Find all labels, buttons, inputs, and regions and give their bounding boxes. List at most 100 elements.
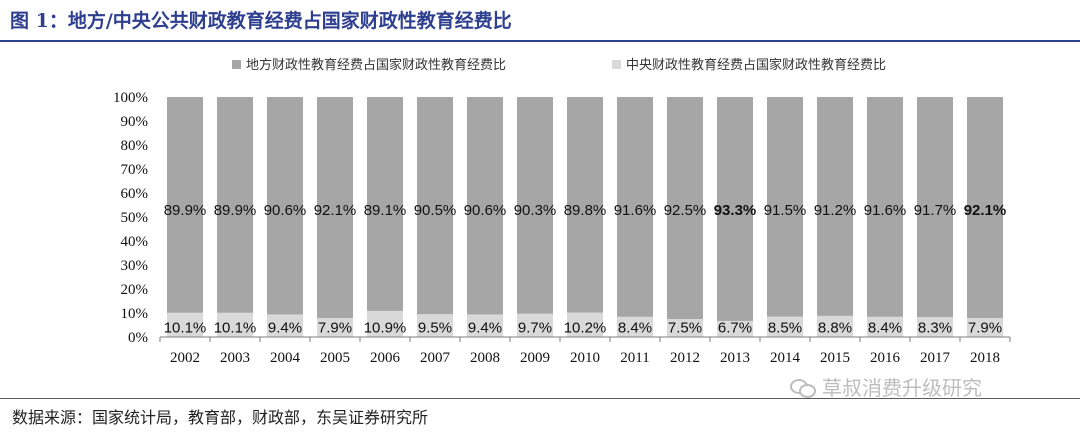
bar-central-2013 <box>717 320 753 337</box>
data-label-local-2009: 90.3% <box>514 202 557 219</box>
bar-local-2006 <box>367 97 403 311</box>
x-tick-label-2015: 2015 <box>820 350 850 366</box>
data-label-local-2012: 92.5% <box>664 202 707 219</box>
data-label-central-2018: 7.9% <box>968 319 1002 336</box>
x-tick-label-2013: 2013 <box>720 350 750 366</box>
bar-central-2014 <box>767 316 803 337</box>
x-tick-label-2018: 2018 <box>970 350 1000 366</box>
y-tick-label: 50% <box>121 210 149 226</box>
y-tick-label: 30% <box>121 258 149 274</box>
y-tick-label: 90% <box>121 114 149 130</box>
data-label-local-2016: 91.6% <box>864 202 907 219</box>
bar-local-2009 <box>517 97 553 314</box>
y-tick-label: 20% <box>121 282 149 298</box>
bar-local-2004 <box>267 97 303 315</box>
bar-local-2003 <box>217 97 253 313</box>
data-label-central-2017: 8.3% <box>918 319 952 336</box>
x-axis: 2002 2003 2004 2005 2006 2007 2008 2009 2010 2011… <box>159 336 1011 366</box>
data-label-local-2003: 89.9% <box>214 202 257 219</box>
y-tick-label: 60% <box>121 186 149 202</box>
x-tick-label-2004: 2004 <box>270 350 301 366</box>
title-underline <box>0 40 1080 42</box>
legend-label-0: 地方财政性教育经费占国家财政性教育经费比 <box>246 57 506 73</box>
x-tick-label-2016: 2016 <box>870 350 901 366</box>
data-label-central-2006: 10.9% <box>364 319 407 336</box>
bar-local-2010 <box>567 97 603 313</box>
data-label-central-2016: 8.4% <box>868 319 902 336</box>
bar-local-2005 <box>317 97 353 319</box>
data-label-local-2008: 90.6% <box>464 202 507 219</box>
bar-central-2018 <box>967 318 1003 337</box>
bars: 89.9% 10.1% 89.9% 10.1% 90.6% 9.4% 92.1% 7.9% 89… <box>164 97 1007 337</box>
y-tick-label: 10% <box>121 306 149 322</box>
x-tick-label-2014: 2014 <box>770 350 801 366</box>
data-label-central-2011: 8.4% <box>618 319 652 336</box>
bar-local-2015 <box>817 97 853 316</box>
data-label-central-2003: 10.1% <box>214 319 257 336</box>
data-label-local-2005: 92.1% <box>314 202 357 219</box>
y-tick-label: 100% <box>113 90 148 106</box>
x-tick-label-2003: 2003 <box>220 350 250 366</box>
data-source: 数据来源：国家统计局，教育部，财政部，东吴证券研究所 <box>12 408 429 427</box>
y-axis: 0% 10% 20% 30% 40% 50% 60% 70% 80% 90% 100% <box>113 90 148 346</box>
y-tick-label: 0% <box>128 330 148 346</box>
bar-central-2002 <box>167 312 203 337</box>
bar-central-2016 <box>867 316 903 337</box>
data-label-central-2014: 8.5% <box>768 319 802 336</box>
bar-central-2015 <box>817 315 853 337</box>
bar-central-2017 <box>917 317 953 337</box>
stacked-bar-chart: 地方财政性教育经费占国家财政性教育经费比 中央财政性教育经费占国家财政性教育经费比… <box>113 57 1011 366</box>
data-label-local-2018: 92.1% <box>964 202 1007 219</box>
bar-local-2014 <box>767 97 803 317</box>
data-label-central-2010: 10.2% <box>564 319 607 336</box>
x-tick-label-2009: 2009 <box>520 350 550 366</box>
data-label-central-2015: 8.8% <box>818 319 852 336</box>
x-tick-label-2005: 2005 <box>320 350 350 366</box>
legend-label-1: 中央财政性教育经费占国家财政性教育经费比 <box>626 57 886 73</box>
data-label-central-2004: 9.4% <box>268 319 302 336</box>
x-tick-label-2007: 2007 <box>420 350 451 366</box>
x-tick-label-2012: 2012 <box>670 350 700 366</box>
chart-title: 图 1：地方/中央公共财政教育经费占国家财政性教育经费比 <box>10 10 512 32</box>
bar-local-2012 <box>667 97 703 319</box>
x-tick-label-2008: 2008 <box>470 350 500 366</box>
bar-central-2003 <box>217 312 253 337</box>
bar-central-2004 <box>267 314 303 337</box>
legend: 地方财政性教育经费占国家财政性教育经费比 中央财政性教育经费占国家财政性教育经费比 <box>232 57 886 73</box>
bar-central-2011 <box>617 316 653 337</box>
watermark-text: 草叔消费升级研究 <box>822 376 982 400</box>
bar-central-2010 <box>567 312 603 337</box>
data-label-local-2013: 93.3% <box>714 202 757 219</box>
data-label-central-2012: 7.5% <box>668 319 702 336</box>
legend-swatch-0 <box>232 60 241 69</box>
x-tick-label-2017: 2017 <box>920 350 951 366</box>
data-label-local-2004: 90.6% <box>264 202 307 219</box>
bar-central-2006 <box>367 310 403 337</box>
data-label-local-2002: 89.9% <box>164 202 207 219</box>
y-tick-label: 80% <box>121 138 149 154</box>
data-label-central-2013: 6.7% <box>718 319 752 336</box>
data-label-local-2014: 91.5% <box>764 202 807 219</box>
data-label-central-2008: 9.4% <box>468 319 502 336</box>
x-tick-label-2010: 2010 <box>570 350 600 366</box>
x-tick-label-2002: 2002 <box>170 350 200 366</box>
bar-central-2005 <box>317 318 353 337</box>
bar-local-2011 <box>617 97 653 317</box>
y-tick-label: 70% <box>121 162 149 178</box>
bar-local-2007 <box>417 97 453 315</box>
bar-central-2012 <box>667 319 703 337</box>
legend-swatch-1 <box>612 60 621 69</box>
bar-local-2018 <box>967 97 1003 319</box>
data-label-local-2010: 89.8% <box>564 202 607 219</box>
x-tick-label-2006: 2006 <box>370 350 401 366</box>
x-tick-label-2011: 2011 <box>620 350 649 366</box>
wechat-icon <box>790 377 816 398</box>
data-label-central-2007: 9.5% <box>418 319 452 336</box>
data-label-local-2007: 90.5% <box>414 202 457 219</box>
bar-local-2002 <box>167 97 203 313</box>
source-divider <box>0 398 1080 399</box>
bar-local-2008 <box>467 97 503 315</box>
data-label-central-2005: 7.9% <box>318 319 352 336</box>
data-label-central-2002: 10.1% <box>164 319 207 336</box>
bar-central-2009 <box>517 313 553 337</box>
